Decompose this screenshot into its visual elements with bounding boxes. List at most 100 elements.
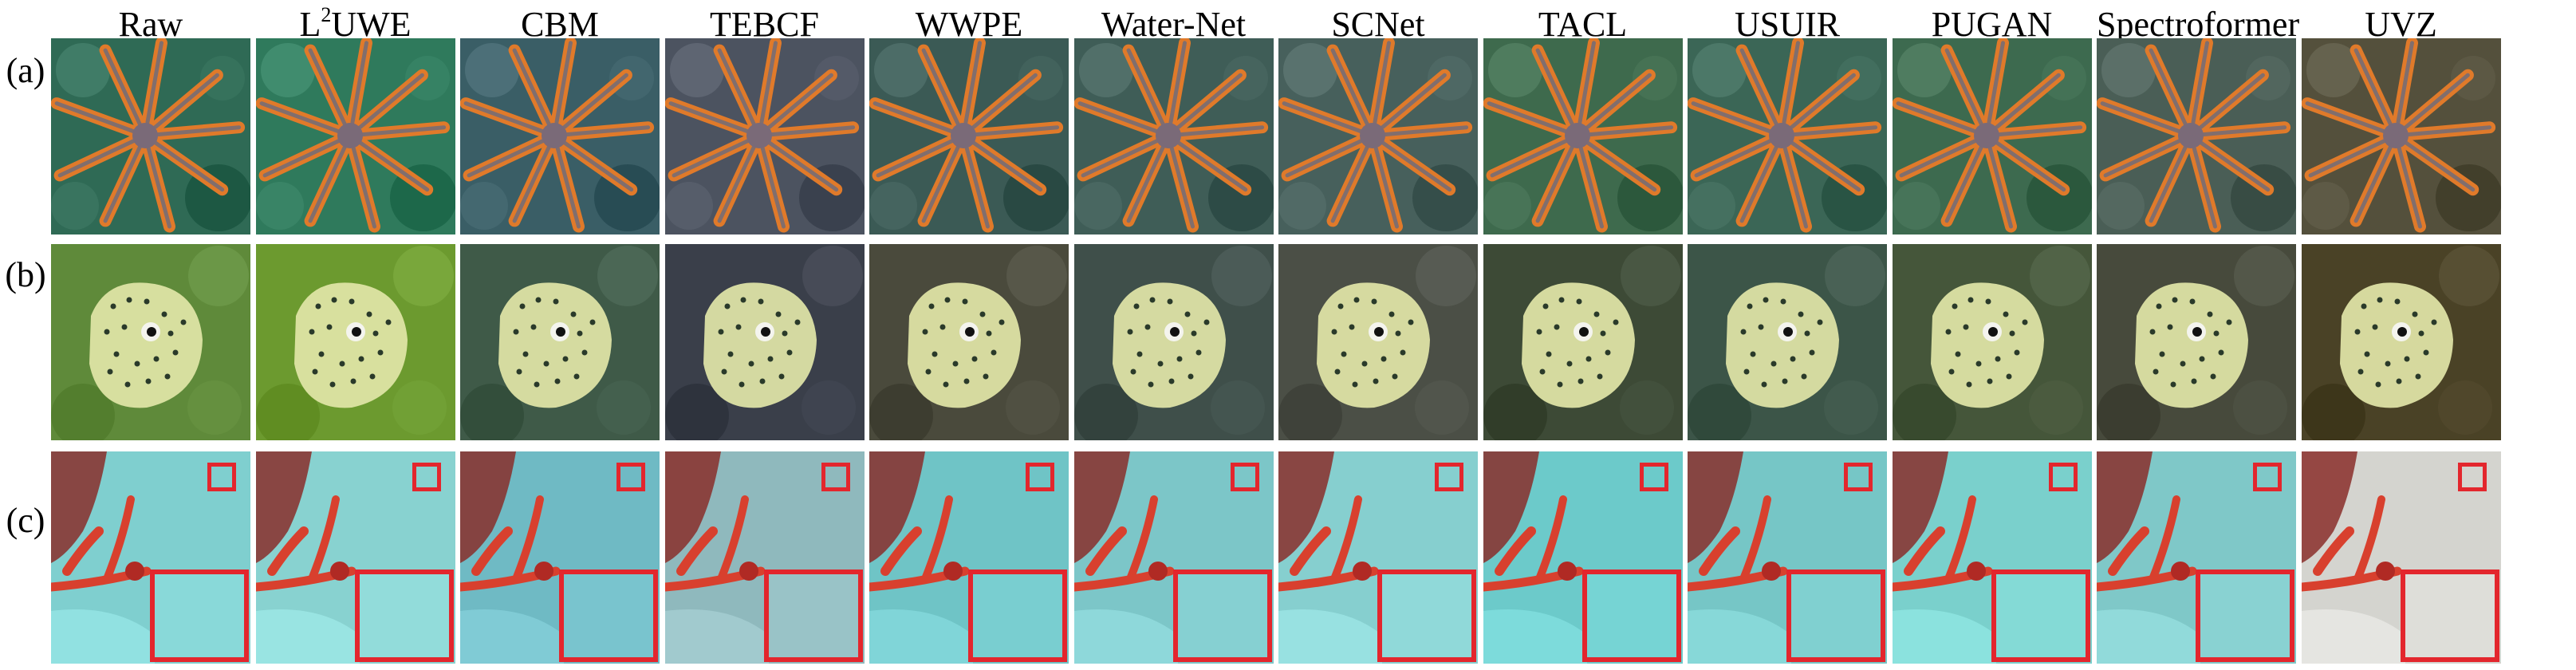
photo-a-pugan xyxy=(1892,38,2092,235)
row-label-a: (a) xyxy=(6,51,45,90)
photo-a-wwpe xyxy=(869,38,1069,235)
photo-a-uvz xyxy=(2301,38,2501,235)
photo-b-tacl xyxy=(1483,244,1683,440)
column-title-superscript: 2 xyxy=(321,3,332,26)
image-tile-a-tacl xyxy=(1483,38,1683,235)
photo-c-waternet xyxy=(1073,451,1274,664)
row-label-b: (b) xyxy=(5,255,46,294)
row-label-c: (c) xyxy=(6,501,45,540)
zoom-region-marker xyxy=(1435,463,1463,491)
zoom-inset xyxy=(1991,570,2090,662)
image-tile-b-wwpe xyxy=(869,244,1069,440)
column-title-uvz: UVZ xyxy=(2365,5,2437,44)
zoom-region-marker xyxy=(1026,463,1054,491)
photo-a-tacl xyxy=(1483,38,1683,235)
photo-a-waternet xyxy=(1073,38,1274,235)
image-tile-c-l2uwe xyxy=(255,451,455,664)
zoom-region-marker xyxy=(1230,463,1259,491)
image-tile-c-spectroformer xyxy=(2097,451,2296,664)
column-title-spectroformer: Spectroformer xyxy=(2097,5,2300,44)
image-tile-b-uvz xyxy=(2301,244,2501,440)
photo-b-raw xyxy=(51,244,250,440)
photo-a-tebcf xyxy=(664,38,865,235)
image-tile-b-tacl xyxy=(1483,244,1683,440)
photo-b-waternet xyxy=(1073,244,1274,440)
zoom-inset xyxy=(2400,570,2499,662)
photo-a-l2uwe xyxy=(255,38,455,235)
image-tile-c-pugan xyxy=(1892,451,2092,664)
photo-b-wwpe xyxy=(869,244,1069,440)
photo-b-pugan xyxy=(1892,244,2092,440)
image-tile-a-l2uwe xyxy=(255,38,455,235)
photo-a-scnet xyxy=(1278,38,1478,235)
image-tile-a-uvz xyxy=(2301,38,2501,235)
image-tile-a-cbm xyxy=(460,38,660,235)
image-tile-a-waternet xyxy=(1073,38,1274,235)
image-tile-a-pugan xyxy=(1892,38,2092,235)
image-tile-c-usuir xyxy=(1688,451,1887,664)
column-title-main: L xyxy=(299,5,321,44)
image-tile-c-wwpe xyxy=(869,451,1069,664)
column-title-wwpe: WWPE xyxy=(915,5,1023,44)
column-title-rest: UWE xyxy=(331,5,412,44)
column-title-tacl: TACL xyxy=(1538,5,1628,44)
image-tile-c-scnet xyxy=(1278,451,1478,664)
zoom-region-marker xyxy=(1844,463,1873,491)
zoom-inset xyxy=(968,570,1067,662)
photo-b-tebcf xyxy=(664,244,865,440)
zoom-region-marker xyxy=(616,463,645,491)
zoom-region-marker xyxy=(821,463,850,491)
column-header-row: Raw L2UWE CBM TEBCF WWPE Water-Net SCNet TACL US… xyxy=(0,0,2576,49)
zoom-inset xyxy=(1786,570,1885,662)
zoom-inset xyxy=(1172,570,1272,662)
photo-b-usuir xyxy=(1688,244,1887,440)
image-tile-c-cbm xyxy=(460,451,660,664)
photo-b-uvz xyxy=(2301,244,2501,440)
image-tile-a-scnet xyxy=(1278,38,1478,235)
photo-b-cbm xyxy=(460,244,660,440)
zoom-region-marker xyxy=(2048,463,2078,491)
image-tile-a-tebcf xyxy=(664,38,865,235)
column-title-usuir: USUIR xyxy=(1734,5,1841,44)
image-tile-a-raw xyxy=(51,38,250,235)
zoom-inset xyxy=(150,570,249,662)
image-tile-b-l2uwe xyxy=(255,244,455,440)
image-tile-b-pugan xyxy=(1892,244,2092,440)
zoom-region-marker xyxy=(412,463,441,491)
image-tile-c-tebcf xyxy=(664,451,865,664)
image-tile-b-cbm xyxy=(460,244,660,440)
photo-a-cbm xyxy=(460,38,660,235)
photo-b-spectroformer xyxy=(2097,244,2296,440)
zoom-region-marker xyxy=(1639,463,1668,491)
column-title-raw: Raw xyxy=(118,5,183,44)
zoom-inset xyxy=(1377,570,1476,662)
zoom-region-marker xyxy=(2253,463,2282,491)
column-title-tebcf: TEBCF xyxy=(710,5,819,44)
image-tile-b-usuir xyxy=(1688,244,1887,440)
zoom-inset xyxy=(1581,570,1681,662)
column-title-waternet: Water-Net xyxy=(1101,5,1247,44)
column-title-pugan: PUGAN xyxy=(1931,5,2053,44)
photo-a-spectroformer xyxy=(2097,38,2296,235)
image-tile-b-waternet xyxy=(1073,244,1274,440)
photo-b-scnet xyxy=(1278,244,1478,440)
image-tile-c-uvz xyxy=(2301,451,2501,664)
zoom-inset xyxy=(354,570,454,662)
image-tile-a-usuir xyxy=(1688,38,1887,235)
zoom-region-marker xyxy=(207,463,236,491)
photo-c-pugan xyxy=(1892,451,2092,664)
image-tile-a-spectroformer xyxy=(2097,38,2296,235)
photo-a-usuir xyxy=(1688,38,1887,235)
image-tile-b-raw xyxy=(51,244,250,440)
photo-b-l2uwe xyxy=(255,244,455,440)
image-tile-b-scnet xyxy=(1278,244,1478,440)
column-title-cbm: CBM xyxy=(521,5,599,44)
zoom-inset xyxy=(2196,570,2294,662)
column-title-scnet: SCNet xyxy=(1331,5,1425,44)
image-tile-b-spectroformer xyxy=(2097,244,2296,440)
zoom-region-marker xyxy=(2457,463,2487,491)
zoom-inset xyxy=(559,570,658,662)
image-tile-c-raw xyxy=(51,451,250,664)
image-tile-c-tacl xyxy=(1483,451,1683,664)
image-tile-b-tebcf xyxy=(664,244,865,440)
